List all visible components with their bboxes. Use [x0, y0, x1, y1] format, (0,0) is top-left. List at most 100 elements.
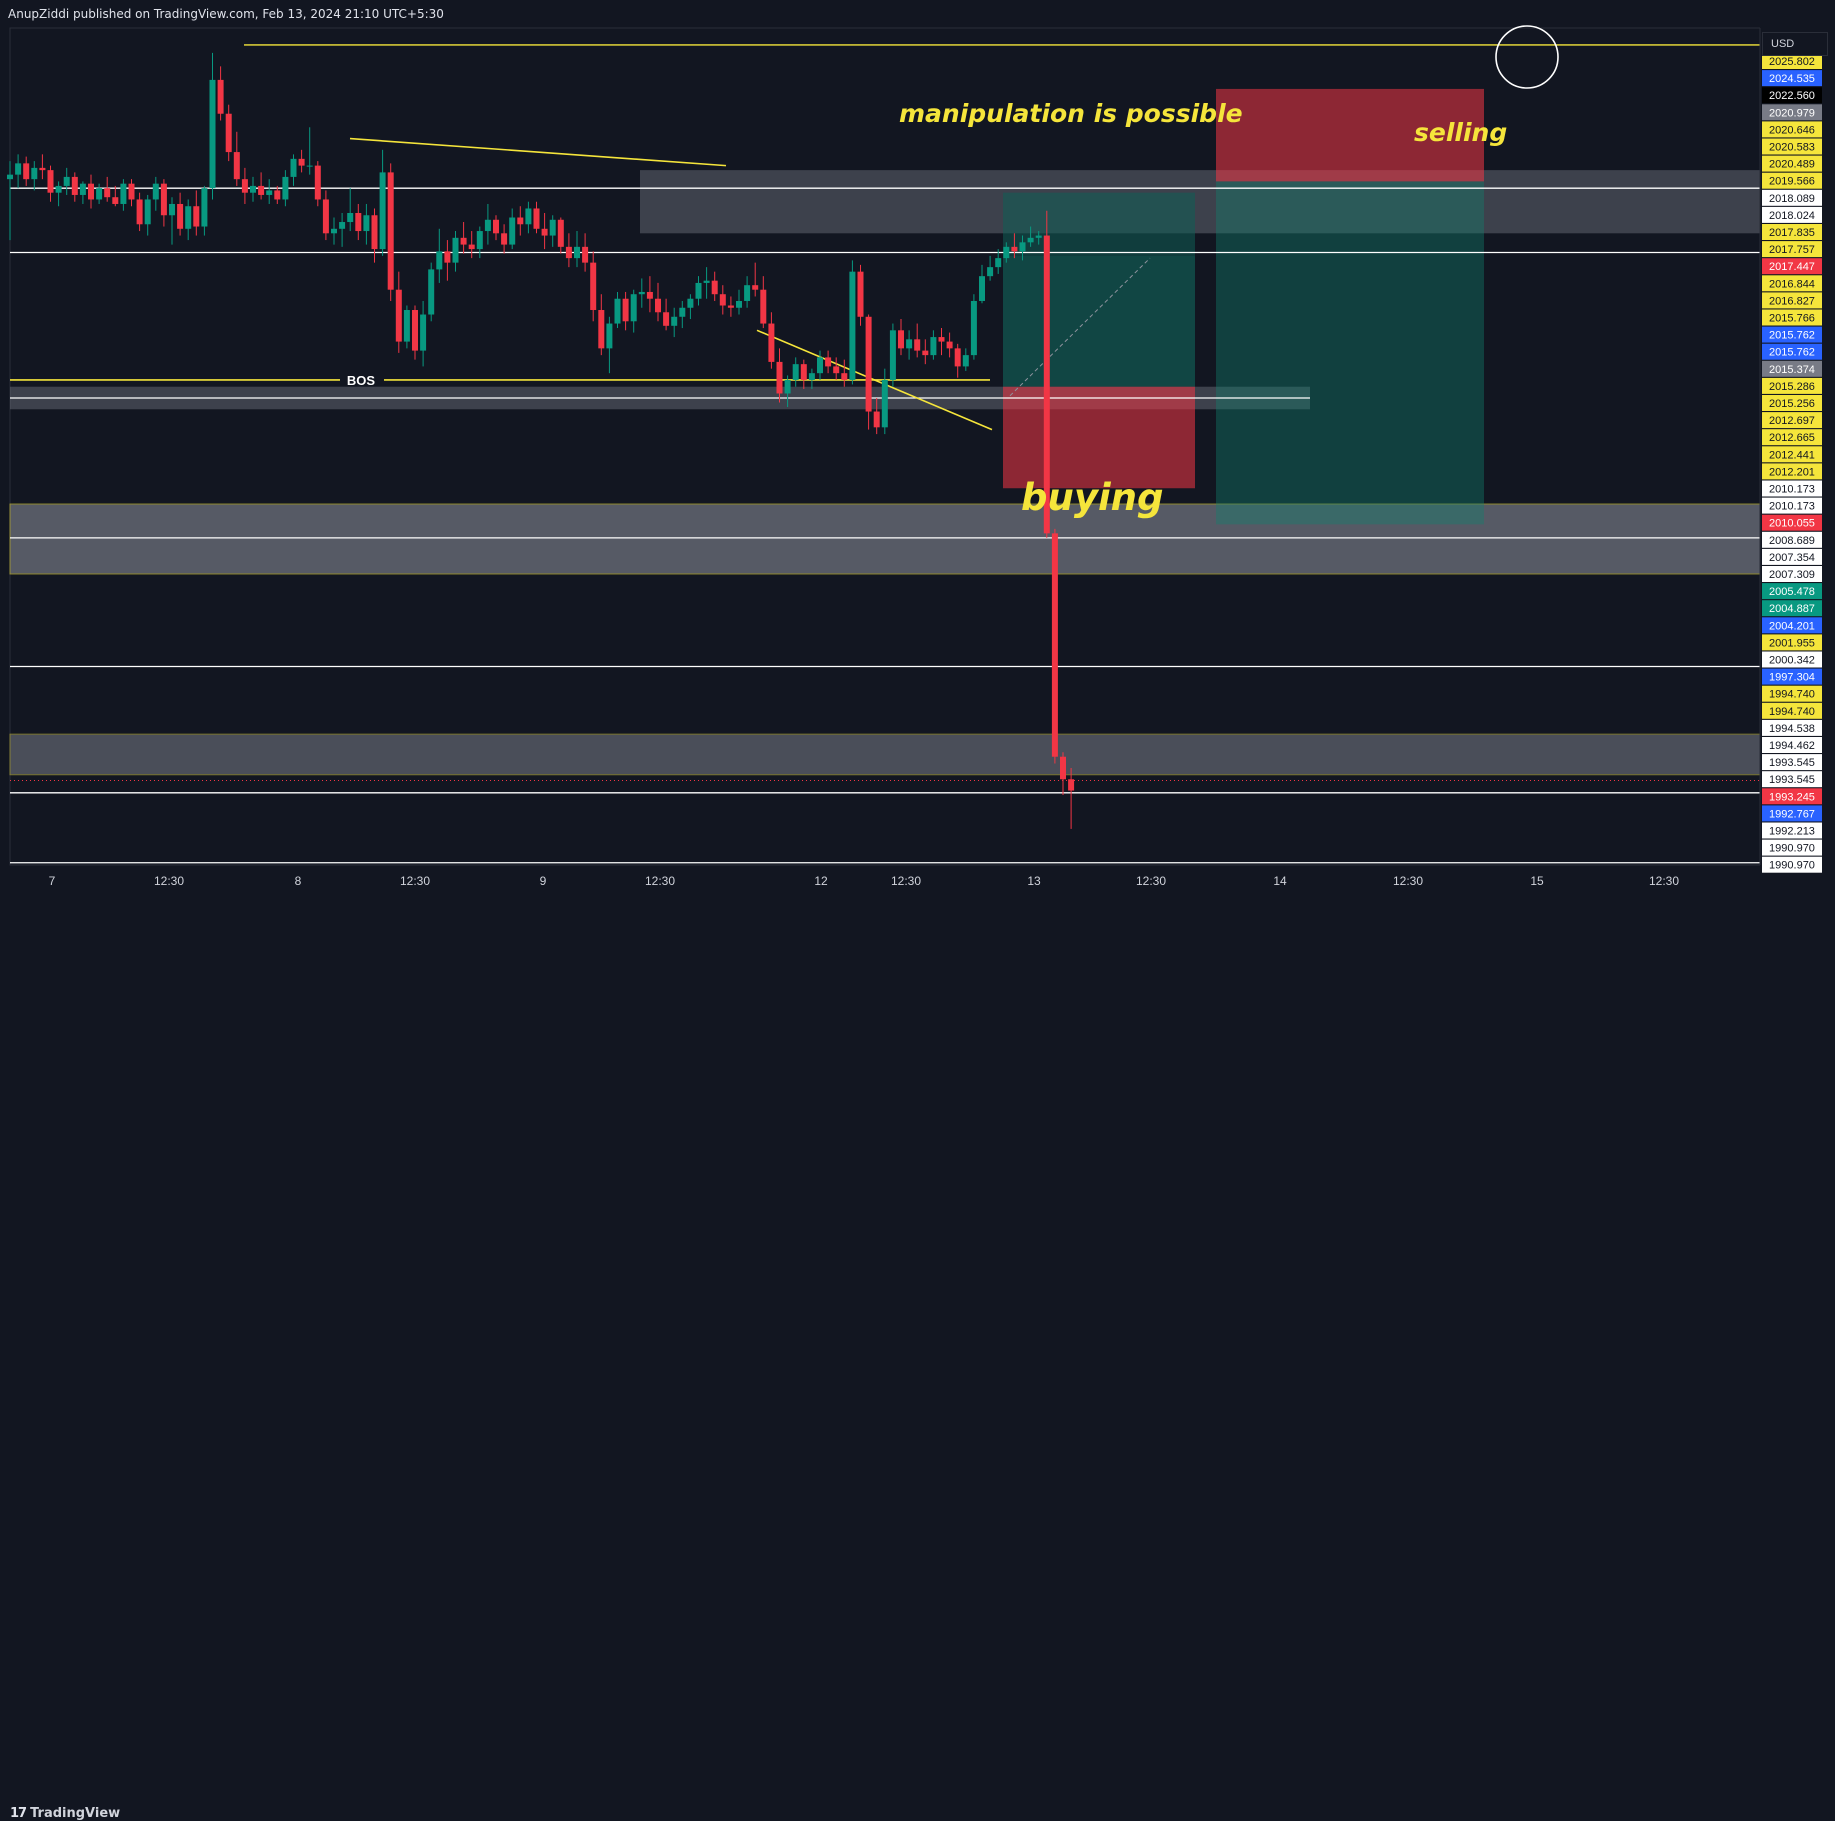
price-label-bg	[1762, 155, 1822, 172]
price-label: 2020.583	[1762, 138, 1822, 155]
price-label-text: 2004.887	[1769, 603, 1815, 615]
candle	[160, 179, 167, 227]
candle-body	[47, 170, 54, 193]
candle-body	[663, 312, 670, 326]
candle-body	[565, 246, 572, 259]
time-tick-label: 12:30	[645, 874, 675, 888]
highlight-circle	[1495, 25, 1559, 89]
candle	[752, 262, 759, 297]
price-label-text: 2012.201	[1769, 466, 1815, 478]
price-label-bg	[1762, 617, 1822, 634]
price-label-text: 2015.374	[1769, 364, 1815, 376]
price-label-bg	[1762, 651, 1822, 668]
price-label: 2000.342	[1762, 651, 1822, 668]
price-label-text: 2004.201	[1769, 620, 1815, 632]
price-label-text: 2015.762	[1769, 330, 1815, 342]
candle-body	[671, 316, 678, 326]
candle	[833, 357, 840, 380]
candle-body	[873, 411, 880, 428]
price-label-bg	[1762, 822, 1822, 839]
candle-body	[857, 271, 864, 317]
currency-selector[interactable]: USD	[1762, 32, 1828, 56]
price-label-bg	[1762, 583, 1822, 600]
price-label: 1994.740	[1762, 702, 1822, 719]
candle	[347, 188, 354, 232]
candle	[962, 348, 969, 371]
price-label: 2015.286	[1762, 377, 1822, 394]
candle-body	[63, 176, 70, 186]
candle-body	[687, 298, 694, 308]
price-label-text: 2008.689	[1769, 535, 1815, 547]
candle-body	[841, 373, 848, 380]
price-label-bg	[1762, 702, 1822, 719]
price-label-text: 2007.309	[1769, 569, 1815, 581]
candle-body	[614, 298, 621, 324]
time-tick-label: 12:30	[1393, 874, 1423, 888]
candle-body	[638, 291, 645, 295]
candle-body	[582, 246, 589, 263]
candle-body	[646, 291, 653, 299]
candle-body	[736, 300, 742, 308]
price-label: 2020.489	[1762, 155, 1822, 172]
candle-body	[387, 172, 394, 290]
price-label: 2015.374	[1762, 360, 1822, 377]
candle	[663, 298, 670, 331]
time-tick-label: 14	[1273, 874, 1287, 888]
candle-body	[403, 310, 410, 342]
position-dashed-line	[1009, 257, 1151, 397]
candle-body	[849, 271, 856, 380]
candle-body	[1060, 756, 1066, 780]
price-label: 2012.441	[1762, 446, 1822, 463]
candle-body	[266, 190, 273, 195]
price-label: 1990.970	[1762, 839, 1822, 856]
price-label: 2008.689	[1762, 531, 1822, 548]
price-label-bg	[1762, 121, 1822, 138]
candle	[412, 305, 418, 360]
candle	[1035, 231, 1042, 245]
price-label-bg	[1762, 275, 1822, 292]
price-label: 2012.697	[1762, 412, 1822, 429]
price-label-bg	[1762, 497, 1822, 514]
candle	[258, 172, 265, 200]
price-label-bg	[1762, 429, 1822, 446]
candle-body	[1027, 237, 1034, 243]
candle-body	[881, 379, 888, 428]
candle	[501, 224, 508, 254]
candle	[590, 251, 597, 322]
price-label-text: 2016.827	[1769, 295, 1815, 307]
candle	[298, 149, 305, 173]
candle	[638, 278, 645, 308]
buy-target-zone-upper	[1003, 192, 1195, 256]
candle	[169, 197, 175, 245]
candle-body	[79, 183, 86, 195]
candle-body	[96, 188, 103, 200]
time-tick-label: 12:30	[891, 874, 921, 888]
price-label-text: 2010.055	[1769, 518, 1815, 530]
price-label-bg	[1762, 258, 1822, 275]
price-label-bg	[1762, 531, 1822, 548]
candle-body	[314, 165, 321, 200]
candle-body	[363, 215, 370, 232]
price-label-bg	[1762, 360, 1822, 377]
price-label-bg	[1762, 548, 1822, 565]
price-label-bg	[1762, 224, 1822, 240]
candle	[776, 348, 783, 403]
price-label-text: 1994.740	[1769, 689, 1815, 701]
candle	[47, 165, 54, 202]
candle	[906, 330, 913, 360]
candle	[1068, 767, 1075, 829]
time-tick-label: 12:30	[400, 874, 430, 888]
candle	[112, 185, 119, 207]
price-label-text: 2025.802	[1769, 56, 1815, 68]
tradingview-logo[interactable]: 17 TradingView	[10, 1806, 120, 1821]
chart-canvas[interactable]: BOS manipulation is possible selling buying…	[0, 0, 1835, 931]
price-label: 1994.462	[1762, 737, 1822, 753]
footer: 17 TradingView	[0, 900, 1835, 1821]
price-label: 2015.762	[1762, 343, 1822, 360]
candle	[533, 201, 540, 234]
candle-body	[371, 215, 378, 250]
candle	[970, 294, 977, 360]
candle	[63, 167, 70, 195]
candle	[371, 208, 378, 263]
price-label-bg	[1762, 309, 1822, 326]
